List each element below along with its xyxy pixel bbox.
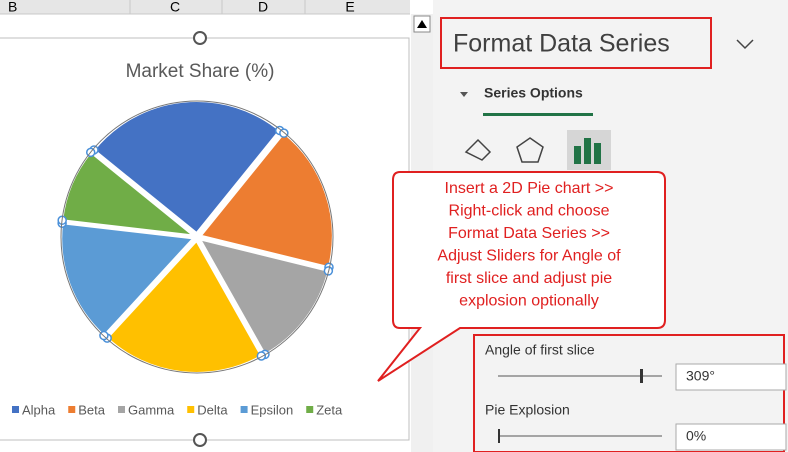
legend-label: Alpha bbox=[22, 402, 56, 417]
highlight-box bbox=[473, 334, 785, 452]
scroll-arrow bbox=[417, 20, 427, 28]
legend-swatch bbox=[68, 406, 76, 413]
legend-label: Delta bbox=[197, 402, 228, 417]
explosion-input[interactable] bbox=[675, 423, 787, 451]
column-label: D bbox=[258, 0, 268, 15]
series-icon bbox=[594, 143, 601, 164]
legend-label: Gamma bbox=[128, 402, 175, 417]
legend: Alpha Beta Gamma Delta Epsilon Zeta bbox=[12, 402, 343, 417]
column-header bbox=[0, 0, 410, 14]
column-label: B bbox=[8, 0, 17, 15]
fill-icon[interactable] bbox=[464, 138, 492, 161]
callout-line: Insert a 2D Pie chart >> bbox=[445, 180, 614, 197]
tab-underline bbox=[483, 113, 593, 116]
pane-menu[interactable] bbox=[736, 39, 754, 50]
column-label: C bbox=[170, 0, 180, 15]
legend-swatch bbox=[240, 406, 248, 413]
series-icon bbox=[574, 146, 581, 164]
column-label: E bbox=[345, 0, 354, 15]
angle-input[interactable] bbox=[675, 363, 787, 391]
legend-label: Beta bbox=[78, 402, 106, 417]
effects-icon[interactable] bbox=[516, 137, 544, 163]
chart-title: Market Share (%) bbox=[126, 61, 275, 82]
resize-handle[interactable] bbox=[193, 31, 207, 45]
series-icon bbox=[584, 138, 591, 164]
pie bbox=[57, 100, 334, 374]
legend-swatch bbox=[12, 406, 19, 413]
explosion-label: Pie Explosion bbox=[485, 402, 570, 418]
explosion-value: 0% bbox=[686, 428, 706, 444]
legend-swatch bbox=[306, 406, 314, 413]
callout-line: explosion optionally bbox=[459, 293, 599, 310]
pie-outline bbox=[60, 100, 334, 374]
pane-title: Format Data Series bbox=[453, 30, 670, 58]
slider-thumb[interactable] bbox=[640, 369, 643, 383]
callout-line: first slice and adjust pie bbox=[446, 270, 612, 287]
callout bbox=[377, 171, 666, 382]
resize-handle[interactable] bbox=[193, 433, 207, 447]
highlight-box bbox=[440, 17, 712, 69]
callout-line: Adjust Sliders for Angle of bbox=[437, 248, 621, 265]
tab-label[interactable]: Series Options bbox=[484, 85, 583, 101]
legend-label: Epsilon bbox=[251, 402, 294, 417]
slider-thumb[interactable] bbox=[498, 429, 500, 443]
callout-text: Insert a 2D Pie chart >> Right-click and … bbox=[437, 180, 621, 310]
angle-label: Angle of first slice bbox=[485, 342, 595, 358]
callout-line: Format Data Series >> bbox=[448, 225, 610, 242]
collapse-arrow[interactable] bbox=[460, 92, 468, 97]
angle-value: 309° bbox=[686, 368, 715, 384]
callout-line: Right-click and choose bbox=[449, 203, 610, 220]
legend-swatch bbox=[118, 406, 125, 413]
legend-swatch bbox=[187, 406, 195, 413]
legend-label: Zeta bbox=[316, 402, 343, 417]
